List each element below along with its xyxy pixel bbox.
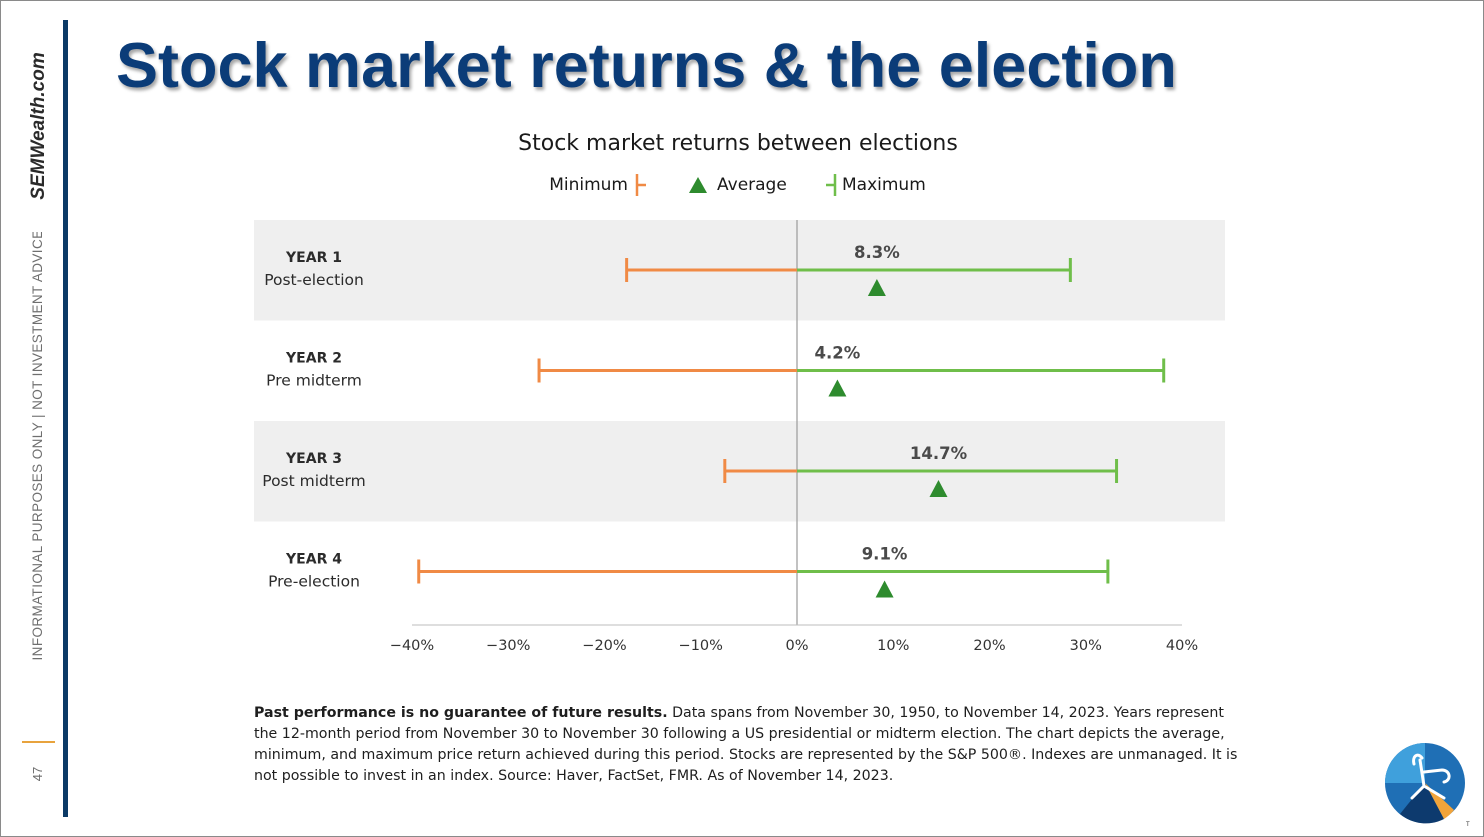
brand-vertical: SEMWealth.com: [28, 52, 49, 200]
brand-text: SEMWealth.com: [28, 52, 49, 200]
row-year-label: YEAR 3: [285, 451, 342, 467]
legend-minimum-marker: [635, 174, 646, 196]
row-year-label: YEAR 2: [285, 351, 342, 367]
row-phase-label: Post midterm: [262, 472, 365, 490]
logo-dark-segment: [1400, 783, 1444, 824]
logo-light-segment: [1385, 743, 1425, 783]
x-axis: −40% −30% −20% −10% 0% 10% 20% 30% 40%: [390, 220, 1198, 654]
average-marker: [867, 279, 886, 296]
page-number-text: 47: [30, 767, 45, 781]
left-accent-bar: [63, 20, 68, 817]
legend-maximum-marker: [826, 174, 837, 196]
x-tick-label: −30%: [486, 638, 530, 654]
legend-average-label: Average: [717, 175, 787, 195]
row-year-label: YEAR 4: [285, 552, 342, 568]
row-phase-label: Post-election: [264, 271, 364, 289]
row-bands: [254, 220, 1225, 522]
average-marker: [929, 480, 948, 497]
logo-trademark: TM: [1466, 822, 1470, 828]
row-phase-label: Pre midterm: [266, 372, 362, 390]
logo-figure-icon: [1410, 753, 1451, 800]
average-marker: [875, 580, 894, 598]
side-disclaimer-text: INFORMATIONAL PURPOSES ONLY | NOT INVEST…: [30, 232, 45, 660]
average-marker: [828, 379, 847, 397]
average-label: 8.3%: [854, 243, 900, 262]
legend: Minimum Average Maximum: [549, 174, 926, 196]
row-4: YEAR 4 Pre-election 9.1%: [268, 545, 1110, 598]
row-1: YEAR 1 Post-election 8.3%: [264, 243, 1072, 296]
footnote-text: Data spans from November 30, 1950, to No…: [254, 705, 1238, 784]
range-chart: Stock market returns between elections M…: [254, 131, 1225, 654]
legend-maximum-label: Maximum: [842, 175, 926, 195]
legend-minimum-label: Minimum: [549, 175, 628, 195]
x-tick-label: 30%: [1070, 638, 1102, 654]
average-label: 14.7%: [910, 444, 968, 463]
data-rows: YEAR 1 Post-election 8.3% YEAR 2 Pre midterm…: [262, 243, 1166, 598]
chart-title: Stock market returns between elections: [518, 131, 958, 156]
side-disclaimer: INFORMATIONAL PURPOSES ONLY | NOT INVEST…: [30, 232, 45, 660]
footnote: Past performance is no guarantee of futu…: [254, 703, 1239, 787]
page-number: 47: [30, 767, 45, 781]
x-tick-label: 10%: [877, 638, 909, 654]
orange-divider: [22, 741, 55, 743]
x-tick-label: −20%: [582, 638, 626, 654]
average-label: 9.1%: [862, 545, 908, 564]
x-tick-label: −40%: [390, 638, 434, 654]
row-year-label: YEAR 1: [285, 250, 342, 266]
company-logo: TM: [1385, 743, 1470, 828]
x-tick-label: 20%: [973, 638, 1005, 654]
row-3: YEAR 3 Post midterm 14.7%: [262, 444, 1119, 497]
row-phase-label: Pre-election: [268, 573, 360, 591]
row-2: YEAR 2 Pre midterm 4.2%: [266, 344, 1166, 397]
x-tick-label: 0%: [785, 638, 808, 654]
footnote-bold: Past performance is no guarantee of futu…: [254, 705, 668, 721]
average-label: 4.2%: [815, 344, 861, 363]
x-tick-label: 40%: [1166, 638, 1198, 654]
legend-average-marker: [689, 177, 707, 193]
x-tick-label: −10%: [679, 638, 723, 654]
slide-title: Stock market returns & the election: [116, 31, 1177, 101]
